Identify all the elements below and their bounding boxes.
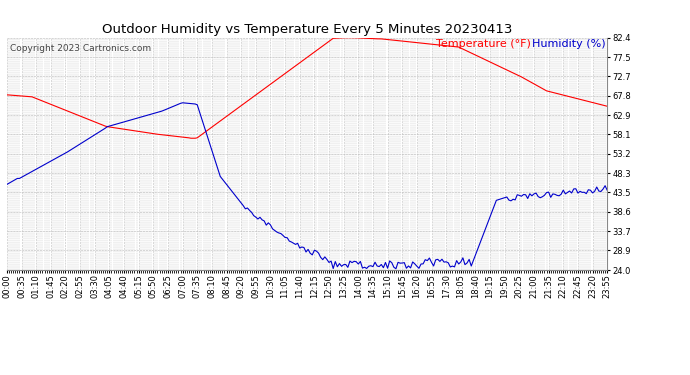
Title: Outdoor Humidity vs Temperature Every 5 Minutes 20230413: Outdoor Humidity vs Temperature Every 5 … (102, 23, 512, 36)
Legend: Temperature (°F), Humidity (%): Temperature (°F), Humidity (%) (437, 39, 606, 49)
Text: Copyright 2023 Cartronics.com: Copyright 2023 Cartronics.com (10, 45, 151, 54)
